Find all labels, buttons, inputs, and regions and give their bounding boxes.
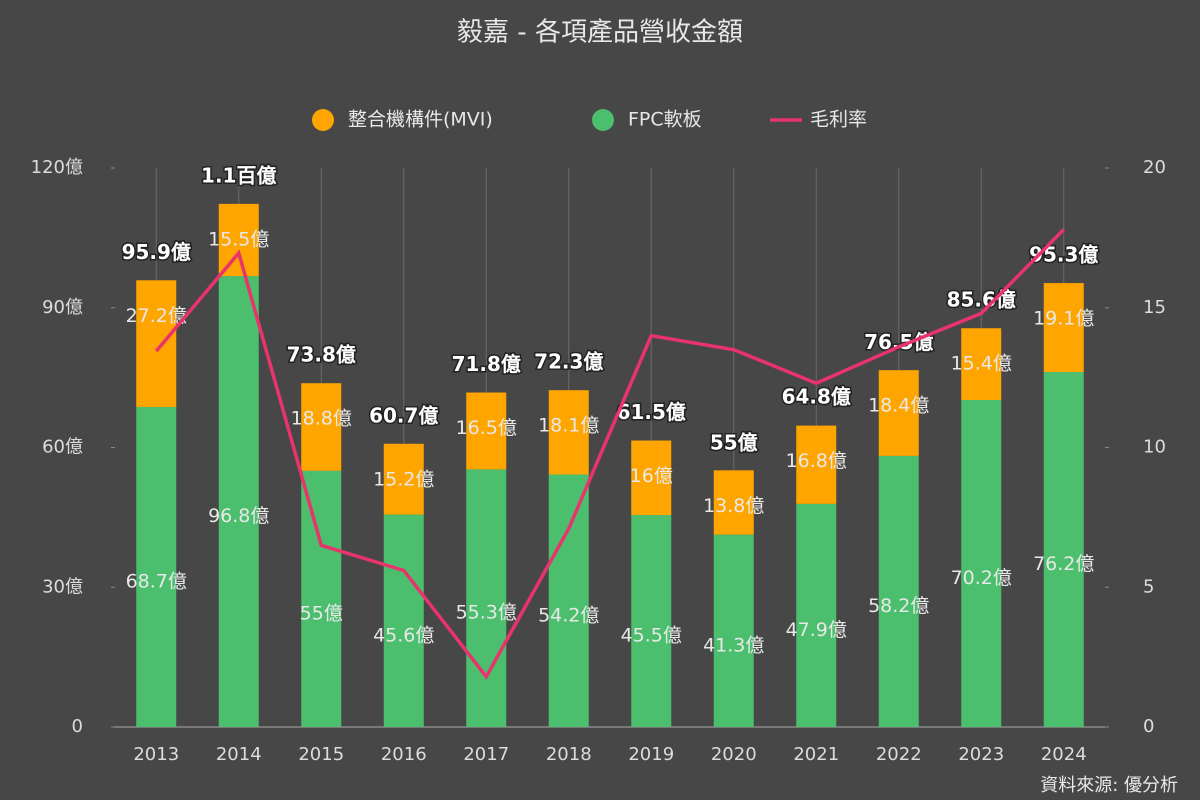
legend-label: 毛利率 [810, 109, 867, 131]
data-label: 45.5億 [621, 625, 682, 647]
total-label: 72.3億 [534, 350, 603, 374]
y-tick-label: 0 [72, 716, 83, 737]
bar-segment [218, 276, 259, 727]
data-label: 19.1億 [1033, 308, 1094, 330]
y-tick-label: 90億 [42, 297, 83, 318]
legend-label: 整合機構件(MVI) [348, 109, 493, 131]
total-label: 76.5億 [864, 330, 933, 354]
x-tick-label: 2021 [793, 744, 839, 765]
x-tick-label: 2013 [133, 744, 179, 765]
x-tick-label: 2015 [298, 744, 344, 765]
bar-segment [878, 370, 919, 456]
bar-segment [631, 440, 672, 516]
y2-tick-label: 0 [1143, 716, 1154, 737]
data-label: 58.2億 [868, 595, 929, 617]
line-series [154, 228, 1065, 680]
bar-segment [548, 474, 589, 727]
y-tick-label: 120億 [31, 157, 83, 178]
data-label: 15.4億 [951, 353, 1012, 375]
legend-swatch [592, 109, 614, 131]
bar-segment [301, 383, 342, 471]
source-note: 資料來源: 優分析 [1040, 775, 1178, 796]
bar-segment [301, 470, 342, 727]
x-tick-label: 2018 [546, 744, 592, 765]
total-label: 85.6億 [947, 288, 1016, 312]
bar-segment [466, 469, 507, 727]
bar-segment [796, 503, 837, 727]
bar-segment [218, 203, 259, 277]
x-tick-label: 2016 [381, 744, 427, 765]
legend-swatch [312, 109, 334, 131]
y2-tick-label: 15 [1143, 297, 1166, 318]
bar-segment [383, 443, 424, 515]
data-label: 55億 [300, 602, 343, 624]
x-tick-label: 2020 [711, 744, 757, 765]
y-tick-label: 30億 [42, 576, 83, 597]
y2-tick-label: 10 [1143, 437, 1166, 458]
data-label: 41.3億 [703, 634, 764, 656]
bar-segment [961, 328, 1002, 400]
data-label: 16.5億 [456, 417, 517, 439]
total-label: 64.8億 [782, 385, 851, 409]
y2-tick-label: 20 [1143, 157, 1166, 178]
bar-segment [466, 392, 507, 470]
y2-tick-label: 5 [1143, 576, 1154, 597]
data-label: 18.4億 [868, 395, 929, 417]
total-label: 73.8億 [287, 343, 356, 367]
bar-segment [713, 470, 754, 535]
data-label: 15.2億 [373, 468, 434, 490]
data-label: 13.8億 [703, 495, 764, 517]
total-label: 55億 [710, 430, 758, 454]
bar-segment [548, 390, 589, 475]
x-tick-label: 2024 [1041, 744, 1087, 765]
data-label: 96.8億 [208, 505, 269, 527]
x-tick-label: 2014 [216, 744, 262, 765]
total-label: 95.9億 [122, 240, 191, 264]
x-tick-label: 2019 [628, 744, 674, 765]
bar-segment [136, 406, 177, 727]
data-label: 54.2億 [538, 604, 599, 626]
x-tick-label: 2022 [876, 744, 922, 765]
x-tick-label: 2017 [463, 744, 509, 765]
bar-segment [1043, 283, 1084, 373]
bar-segment [878, 455, 919, 727]
data-label: 68.7億 [126, 570, 187, 592]
bar-segment [631, 515, 672, 727]
data-label: 55.3億 [456, 602, 517, 624]
bar-segment [383, 514, 424, 727]
data-label: 15.5億 [208, 228, 269, 250]
data-label: 47.9億 [786, 619, 847, 641]
legend-label: FPC軟板 [628, 109, 702, 131]
bar-segment [796, 425, 837, 504]
data-label: 45.6億 [373, 624, 434, 646]
data-label: 18.8億 [291, 408, 352, 430]
bar-segment [1043, 372, 1084, 727]
data-label: 18.1億 [538, 415, 599, 437]
data-label: 70.2億 [951, 567, 1012, 589]
chart-title: 毅嘉 - 各項產品營收金額 [457, 18, 743, 48]
bar-segment [136, 280, 177, 407]
total-label: 61.5億 [617, 400, 686, 424]
data-label: 27.2億 [126, 305, 187, 327]
bar-segment [961, 399, 1002, 727]
x-tick-label: 2023 [958, 744, 1004, 765]
bar-segment [713, 534, 754, 727]
y-tick-label: 60億 [42, 437, 83, 458]
total-label: 71.8億 [452, 352, 521, 376]
data-label: 76.2億 [1033, 553, 1094, 575]
total-label: 60.7億 [369, 404, 438, 428]
data-label: 16億 [630, 465, 673, 487]
total-label: 1.1百億 [201, 163, 276, 187]
data-label: 16.8億 [786, 450, 847, 472]
